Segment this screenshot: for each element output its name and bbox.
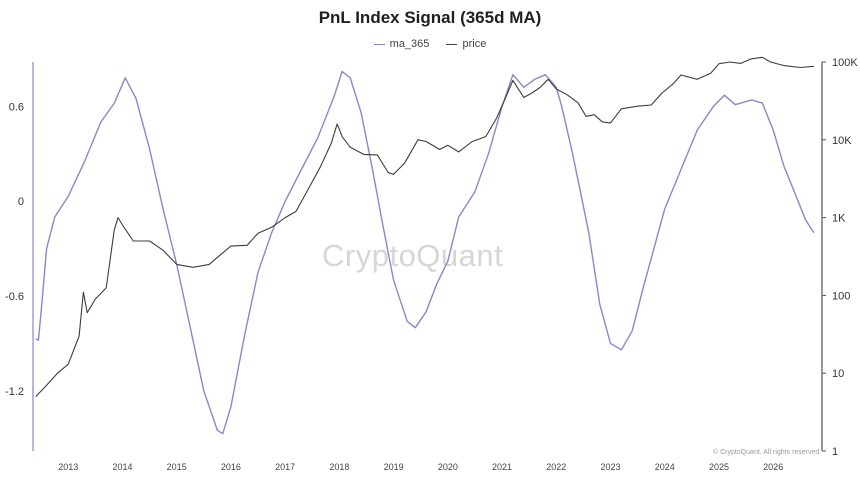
x-tick-label: 2018 xyxy=(329,462,349,472)
x-tick-label: 2023 xyxy=(600,462,620,472)
x-tick-label: 2022 xyxy=(546,462,566,472)
legend-swatch-price xyxy=(446,43,458,45)
right-tick-label: 1K xyxy=(832,213,846,225)
legend-label-ma-365: ma_365 xyxy=(389,38,430,50)
x-tick-label: 2025 xyxy=(709,462,729,472)
series-line-ma-365 xyxy=(35,70,815,435)
x-tick-label: 2021 xyxy=(492,462,512,472)
legend-item-price: price xyxy=(446,38,486,50)
legend-item-ma-365: ma_365 xyxy=(373,38,430,50)
right-tick-label: 100 xyxy=(832,290,850,302)
left-tick-label: 0.6 xyxy=(9,101,24,113)
left-tick-label: -1.2 xyxy=(5,386,24,398)
x-tick-label: 2017 xyxy=(275,462,295,472)
chart-title: PnL Index Signal (365d MA) xyxy=(318,8,542,27)
legend-label-price: price xyxy=(462,38,487,50)
x-tick-label: 2024 xyxy=(655,462,675,472)
x-tick-label: 2020 xyxy=(438,462,458,472)
x-tick-label: 2026 xyxy=(763,462,783,472)
legend-swatch-ma-365 xyxy=(373,43,385,45)
x-tick-label: 2016 xyxy=(221,462,241,472)
left-tick-label: -0.6 xyxy=(5,291,24,303)
x-tick-label: 2015 xyxy=(167,462,187,472)
series-line-price xyxy=(35,56,814,397)
right-tick-label: 10K xyxy=(832,135,852,147)
copyright-notice: © CryptoQuant. All rights reserved xyxy=(713,449,820,456)
x-tick-label: 2014 xyxy=(112,462,132,472)
left-tick-label: 0 xyxy=(18,196,24,208)
watermark: CryptoQuant xyxy=(322,238,504,273)
right-tick-label: 100K xyxy=(832,57,858,69)
right-tick-label: 1 xyxy=(832,446,838,458)
legend: ma_365 price xyxy=(0,38,860,50)
right-tick-label: 10 xyxy=(832,368,844,380)
x-tick-label: 2019 xyxy=(384,462,404,472)
x-tick-label: 2013 xyxy=(58,462,78,472)
